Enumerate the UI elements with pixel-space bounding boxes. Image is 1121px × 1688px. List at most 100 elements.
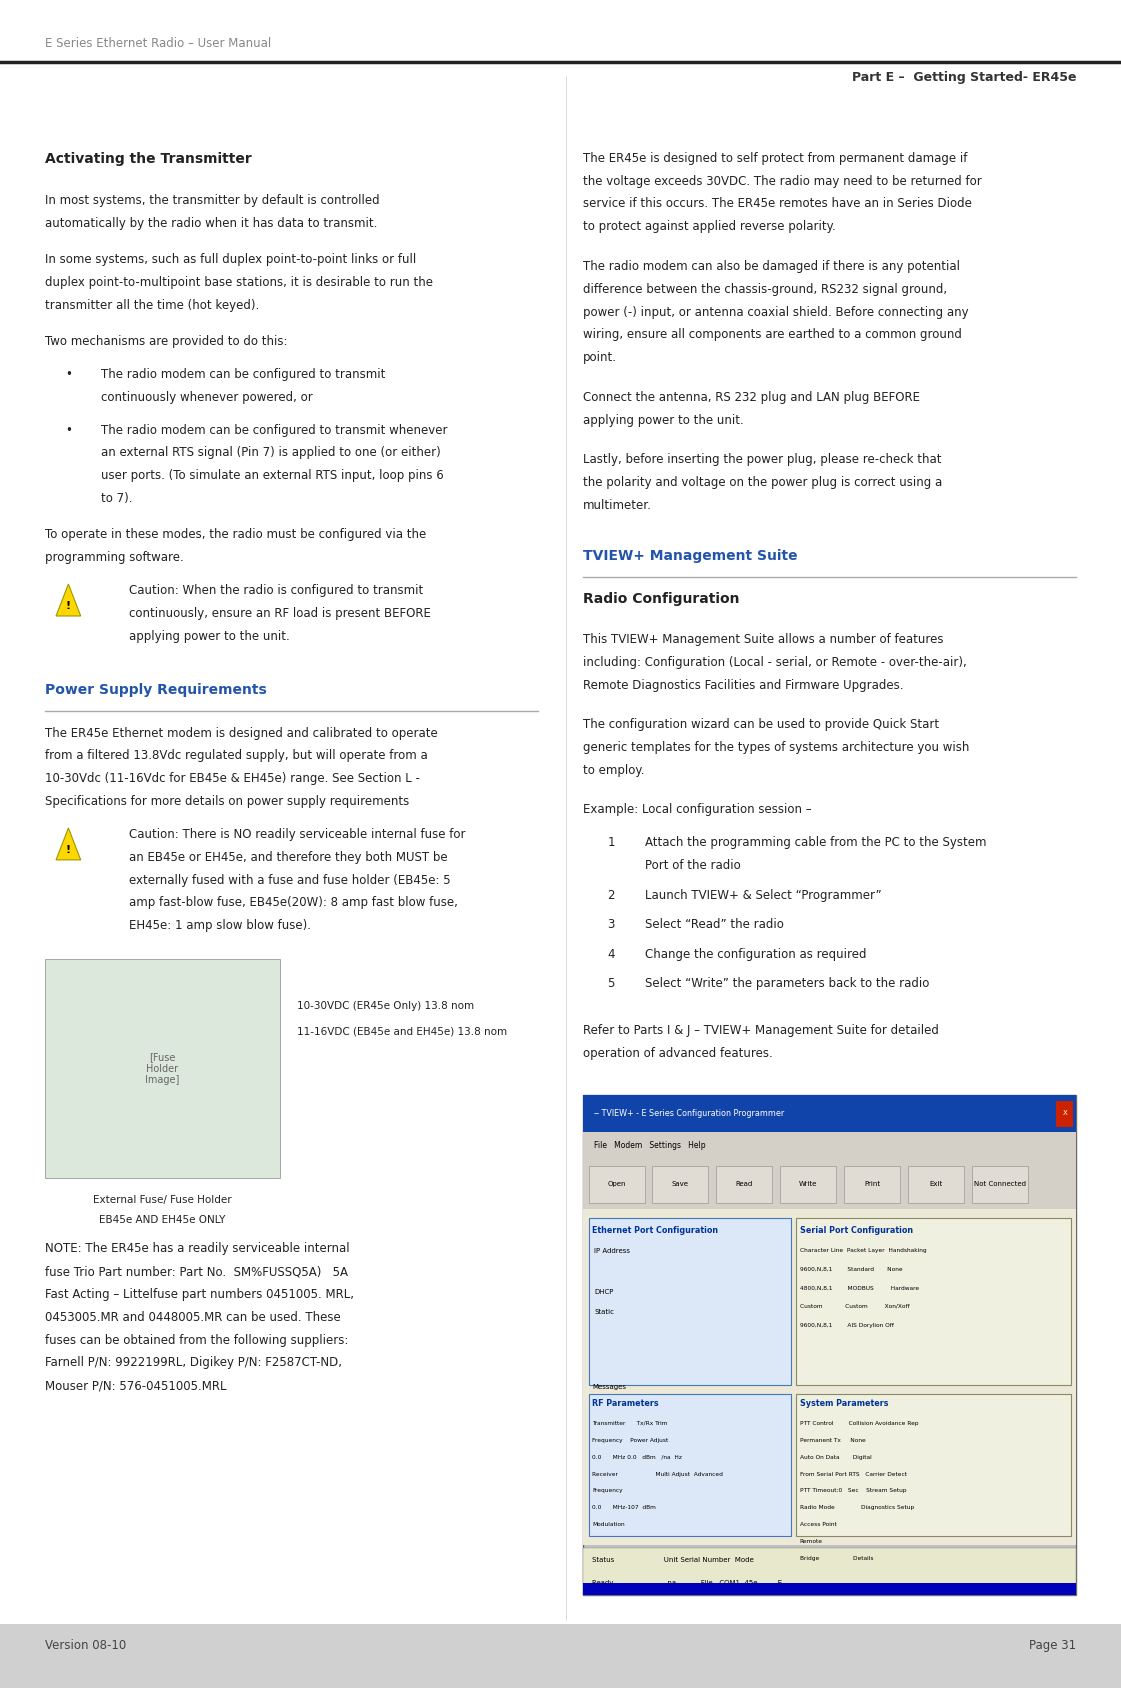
Text: an EB45e or EH45e, and therefore they both MUST be: an EB45e or EH45e, and therefore they bo…	[129, 851, 447, 864]
Text: Ethernet Port Configuration: Ethernet Port Configuration	[592, 1225, 719, 1236]
Text: externally fused with a fuse and fuse holder (EB45e: 5: externally fused with a fuse and fuse ho…	[129, 873, 451, 886]
Text: Remote Diagnostics Facilities and Firmware Upgrades.: Remote Diagnostics Facilities and Firmwa…	[583, 679, 904, 692]
Text: X: X	[1063, 1111, 1067, 1116]
Text: Two mechanisms are provided to do this:: Two mechanisms are provided to do this:	[45, 334, 287, 348]
Text: 0.0      MHz-107  dBm: 0.0 MHz-107 dBm	[592, 1506, 656, 1511]
Text: duplex point-to-multipoint base stations, it is desirable to run the: duplex point-to-multipoint base stations…	[45, 275, 433, 289]
Text: Farnell P/N: 9922199RL, Digikey P/N: F2587CT-ND,: Farnell P/N: 9922199RL, Digikey P/N: F25…	[45, 1355, 342, 1369]
Text: 0453005.MR and 0448005.MR can be used. These: 0453005.MR and 0448005.MR can be used. T…	[45, 1310, 341, 1323]
Text: !: !	[66, 844, 71, 854]
Text: amp fast-blow fuse, EB45e(20W): 8 amp fast blow fuse,: amp fast-blow fuse, EB45e(20W): 8 amp fa…	[129, 896, 457, 910]
Text: To operate in these modes, the radio must be configured via the: To operate in these modes, the radio mus…	[45, 528, 426, 542]
Text: NOTE: The ER45e has a readily serviceable internal: NOTE: The ER45e has a readily serviceabl…	[45, 1242, 350, 1256]
FancyBboxPatch shape	[844, 1165, 900, 1202]
Text: 4: 4	[608, 947, 615, 960]
Text: difference between the chassis-ground, RS232 signal ground,: difference between the chassis-ground, R…	[583, 282, 947, 295]
Text: TVIEW+ Management Suite: TVIEW+ Management Suite	[583, 549, 797, 562]
Text: Example: Local configuration session –: Example: Local configuration session –	[583, 803, 812, 817]
FancyBboxPatch shape	[583, 1131, 1076, 1158]
Text: PTT Control        Collision Avoidance Rep: PTT Control Collision Avoidance Rep	[799, 1421, 918, 1426]
Text: The ER45e is designed to self protect from permanent damage if: The ER45e is designed to self protect fr…	[583, 152, 967, 165]
Text: The radio modem can be configured to transmit whenever: The radio modem can be configured to tra…	[101, 424, 447, 437]
Text: E Series Ethernet Radio – User Manual: E Series Ethernet Radio – User Manual	[45, 37, 271, 51]
Text: Fast Acting – Littelfuse part numbers 0451005. MRL,: Fast Acting – Littelfuse part numbers 04…	[45, 1288, 354, 1301]
Text: In most systems, the transmitter by default is controlled: In most systems, the transmitter by defa…	[45, 194, 380, 208]
FancyBboxPatch shape	[589, 1165, 645, 1202]
Text: continuously, ensure an RF load is present BEFORE: continuously, ensure an RF load is prese…	[129, 606, 430, 619]
FancyBboxPatch shape	[0, 1624, 1121, 1688]
Text: Caution: There is NO readily serviceable internal fuse for: Caution: There is NO readily serviceable…	[129, 827, 465, 841]
FancyBboxPatch shape	[796, 1217, 1071, 1386]
FancyBboxPatch shape	[583, 1094, 1076, 1131]
Text: IP Address: IP Address	[594, 1247, 630, 1254]
Text: continuously whenever powered, or: continuously whenever powered, or	[101, 390, 313, 403]
Text: In some systems, such as full duplex point-to-point links or full: In some systems, such as full duplex poi…	[45, 253, 416, 267]
Text: The radio modem can also be damaged if there is any potential: The radio modem can also be damaged if t…	[583, 260, 960, 273]
Text: service if this occurs. The ER45e remotes have an in Series Diode: service if this occurs. The ER45e remote…	[583, 197, 972, 211]
FancyBboxPatch shape	[716, 1165, 772, 1202]
Text: the polarity and voltage on the power plug is correct using a: the polarity and voltage on the power pl…	[583, 476, 942, 490]
Text: Caution: When the radio is configured to transmit: Caution: When the radio is configured to…	[129, 584, 423, 598]
Text: Access Point: Access Point	[799, 1523, 836, 1528]
Text: [Fuse
Holder
Image]: [Fuse Holder Image]	[146, 1052, 179, 1085]
Text: 4800,N,8,1        MODBUS         Hardware: 4800,N,8,1 MODBUS Hardware	[799, 1285, 919, 1290]
Text: Read: Read	[735, 1182, 753, 1187]
Text: 9600,N,8,1        AIS Dorylion Off: 9600,N,8,1 AIS Dorylion Off	[799, 1322, 893, 1327]
Text: This TVIEW+ Management Suite allows a number of features: This TVIEW+ Management Suite allows a nu…	[583, 633, 944, 647]
Text: Port of the radio: Port of the radio	[645, 859, 740, 873]
FancyBboxPatch shape	[796, 1394, 1071, 1536]
Text: generic templates for the types of systems architecture you wish: generic templates for the types of syste…	[583, 741, 970, 755]
Text: 11-16VDC (EB45e and EH45e) 13.8 nom: 11-16VDC (EB45e and EH45e) 13.8 nom	[297, 1026, 507, 1036]
Text: Attach the programming cable from the PC to the System: Attach the programming cable from the PC…	[645, 836, 986, 849]
Text: Mouser P/N: 576-0451005.MRL: Mouser P/N: 576-0451005.MRL	[45, 1379, 226, 1393]
FancyBboxPatch shape	[583, 1094, 1076, 1595]
FancyBboxPatch shape	[583, 1583, 1076, 1595]
Text: operation of advanced features.: operation of advanced features.	[583, 1047, 772, 1060]
Text: System Parameters: System Parameters	[799, 1399, 888, 1408]
FancyBboxPatch shape	[583, 1548, 1076, 1595]
Text: Custom            Custom         Xon/Xoff: Custom Custom Xon/Xoff	[799, 1303, 909, 1308]
Text: 5: 5	[608, 977, 615, 991]
Text: Messages: Messages	[592, 1384, 626, 1391]
FancyBboxPatch shape	[583, 1209, 1076, 1545]
Text: power (-) input, or antenna coaxial shield. Before connecting any: power (-) input, or antenna coaxial shie…	[583, 306, 969, 319]
Text: to employ.: to employ.	[583, 763, 645, 776]
Text: Version 08-10: Version 08-10	[45, 1639, 126, 1653]
Text: 1: 1	[608, 836, 615, 849]
Text: 9600,N,8,1        Standard       None: 9600,N,8,1 Standard None	[799, 1266, 902, 1271]
Text: Frequency    Power Adjust: Frequency Power Adjust	[592, 1438, 668, 1443]
Text: including: Configuration (Local - serial, or Remote - over-the-air),: including: Configuration (Local - serial…	[583, 655, 966, 668]
FancyBboxPatch shape	[583, 1158, 1076, 1209]
Polygon shape	[56, 584, 81, 616]
Text: Open: Open	[608, 1182, 626, 1187]
Text: from a filtered 13.8Vdc regulated supply, but will operate from a: from a filtered 13.8Vdc regulated supply…	[45, 749, 427, 763]
Text: user ports. (To simulate an external RTS input, loop pins 6: user ports. (To simulate an external RTS…	[101, 469, 444, 483]
Text: Part E –  Getting Started- ER45e: Part E – Getting Started- ER45e	[852, 71, 1076, 84]
Text: Frequency: Frequency	[592, 1489, 622, 1494]
Text: Select “Write” the parameters back to the radio: Select “Write” the parameters back to th…	[645, 977, 929, 991]
Text: DHCP: DHCP	[594, 1288, 613, 1295]
Text: Serial Port Configuration: Serial Port Configuration	[799, 1225, 912, 1236]
Text: Permanent Tx     None: Permanent Tx None	[799, 1438, 865, 1443]
Text: Auto On Data       Digital: Auto On Data Digital	[799, 1455, 871, 1460]
FancyBboxPatch shape	[652, 1165, 708, 1202]
Text: •: •	[65, 424, 72, 437]
Text: applying power to the unit.: applying power to the unit.	[129, 630, 289, 643]
Text: Status                      Unit Serial Number  Mode: Status Unit Serial Number Mode	[592, 1556, 753, 1563]
Text: Remote: Remote	[799, 1539, 823, 1545]
Text: Lastly, before inserting the power plug, please re-check that: Lastly, before inserting the power plug,…	[583, 452, 942, 466]
Text: Static: Static	[594, 1308, 614, 1315]
Text: Exit: Exit	[929, 1182, 943, 1187]
Text: Radio Mode              Diagnostics Setup: Radio Mode Diagnostics Setup	[799, 1506, 914, 1511]
FancyBboxPatch shape	[972, 1165, 1028, 1202]
Text: to 7).: to 7).	[101, 491, 132, 505]
Text: ‒ TVIEW+ - E Series Configuration Programmer: ‒ TVIEW+ - E Series Configuration Progra…	[594, 1109, 785, 1117]
Text: The configuration wizard can be used to provide Quick Start: The configuration wizard can be used to …	[583, 717, 939, 731]
Text: Write: Write	[799, 1182, 817, 1187]
Text: PTT Timeout:0   Sec    Stream Setup: PTT Timeout:0 Sec Stream Setup	[799, 1489, 907, 1494]
Text: Save: Save	[671, 1182, 689, 1187]
Text: applying power to the unit.: applying power to the unit.	[583, 414, 743, 427]
Text: !: !	[66, 601, 71, 611]
Text: 3: 3	[608, 918, 615, 932]
Text: Modulation: Modulation	[592, 1523, 624, 1528]
